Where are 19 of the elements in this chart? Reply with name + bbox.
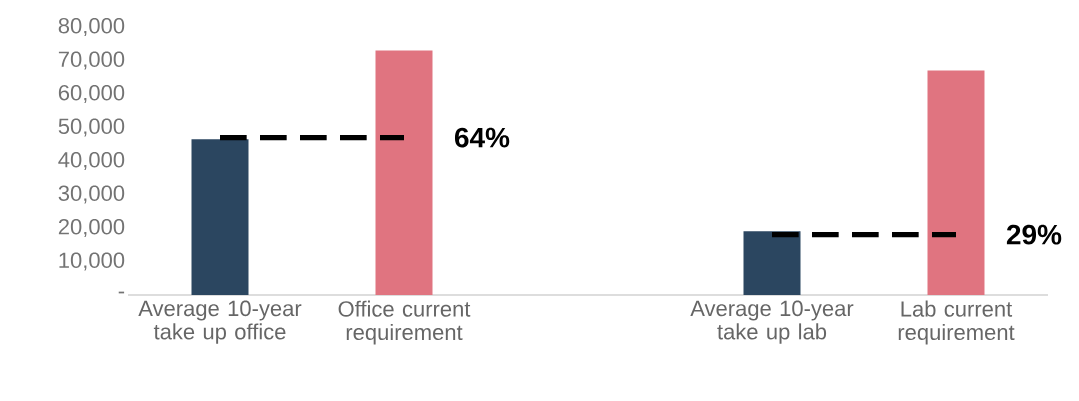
y-tick-label: 40,000 [58,151,125,171]
y-tick-label: 10,000 [59,252,125,271]
bar [927,70,985,295]
bar [191,139,249,295]
y-tick-label: 20,000 [58,218,125,238]
annotation: 64% [454,127,510,148]
y-tick-label: 70,000 [58,51,125,70]
x-tick-label: Average 10-year take up lab [690,300,854,344]
y-tick-label: - [118,291,125,294]
annotation: 29% [1006,224,1062,245]
x-tick-label: Office current requirement [338,300,471,345]
x-tick-label: Average 10-year take up office [138,300,302,344]
y-tick-label: 60,000 [58,84,125,104]
y-tick-label: 80,000 [58,17,125,37]
x-tick-label: Lab current requirement [898,300,1015,345]
y-tick-label: 30,000 [58,185,125,204]
y-tick-label: 50,000 [58,118,125,137]
bar [375,50,433,295]
bar [743,231,801,295]
